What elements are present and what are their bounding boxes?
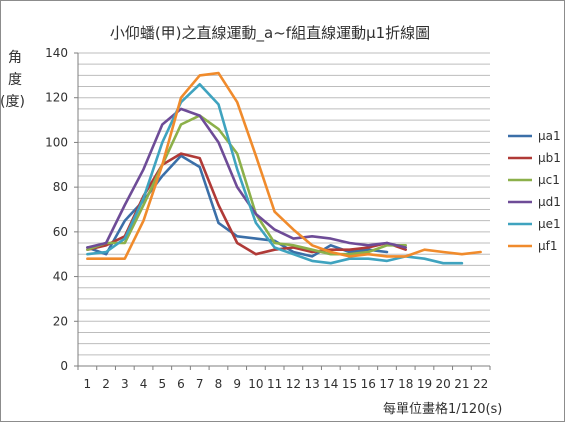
- x-tick-label: 3: [121, 377, 129, 391]
- x-tick-label: 21: [454, 377, 469, 391]
- legend-label: μd1: [538, 195, 561, 209]
- legend-label: μc1: [538, 173, 560, 187]
- x-tick-label: 17: [379, 377, 394, 391]
- x-tick-label: 12: [286, 377, 301, 391]
- y-tick-label: 0: [60, 359, 68, 373]
- series-line-5: [86, 83, 464, 265]
- y-tick-label: 40: [53, 270, 68, 284]
- y-tick-label: 120: [45, 91, 68, 105]
- x-tick-label: 18: [398, 377, 413, 391]
- y-tick-label: 100: [45, 135, 68, 149]
- x-tick-label: 7: [196, 377, 204, 391]
- y-tick-label: 20: [53, 314, 68, 328]
- series-line-3: [86, 114, 407, 256]
- x-tick-label: 1: [84, 377, 92, 391]
- x-tick-label: 20: [436, 377, 451, 391]
- legend-label: μe1: [538, 217, 561, 231]
- x-tick-label: 9: [233, 377, 241, 391]
- legend-label: μa1: [538, 129, 561, 143]
- y-axis-label-line-1: 角: [8, 50, 22, 66]
- x-tick-label: 6: [177, 377, 185, 391]
- x-axis-label: 每單位畫格1/120(s): [383, 401, 502, 417]
- y-axis-label-line-2: 度: [8, 72, 22, 88]
- x-tick-label: 16: [361, 377, 376, 391]
- x-tick-label: 19: [417, 377, 432, 391]
- legend-label: μb1: [538, 151, 561, 165]
- y-tick-label: 80: [53, 180, 68, 194]
- series-line-4: [86, 107, 407, 249]
- x-tick-label: 11: [267, 377, 282, 391]
- axes: [74, 52, 491, 370]
- y-axis-label-line-3: (度): [0, 94, 25, 110]
- x-tick-label: 15: [342, 377, 357, 391]
- series-lines: [86, 71, 482, 265]
- series-line-6: [86, 71, 482, 260]
- x-tick-label: 4: [140, 377, 148, 391]
- y-tick-label: 60: [53, 225, 68, 239]
- x-tick-label: 2: [102, 377, 110, 391]
- x-tick-label: 14: [323, 377, 338, 391]
- x-tick-label: 8: [215, 377, 223, 391]
- legend-label: μf1: [538, 239, 558, 253]
- y-tick-label: 140: [45, 46, 68, 60]
- y-axis-label: 角 度 (度): [0, 50, 25, 110]
- x-tick-label: 13: [304, 377, 319, 391]
- legend: μa1 μb1 μc1 μd1 μe1 μf1: [508, 129, 561, 253]
- x-tick-label: 10: [248, 377, 263, 391]
- x-tick-label: 5: [158, 377, 166, 391]
- chart-title: 小仰蟠(甲)之直線運動_a~f組直線運動μ1折線圖: [110, 24, 430, 43]
- x-tick-label: 22: [473, 377, 488, 391]
